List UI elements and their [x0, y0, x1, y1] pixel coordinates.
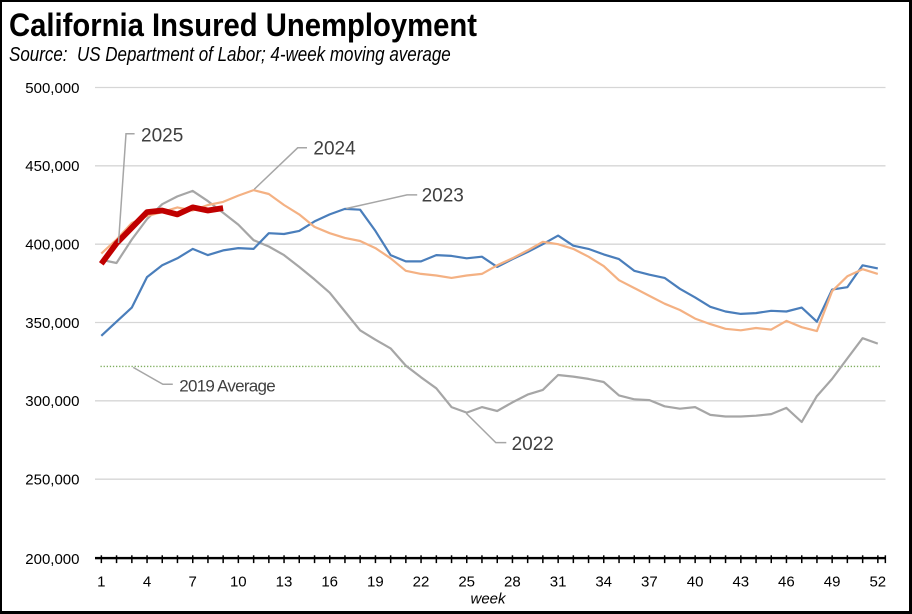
svg-text:46: 46 [778, 573, 795, 590]
svg-text:34: 34 [595, 573, 612, 590]
svg-text:49: 49 [824, 573, 841, 590]
svg-text:200,000: 200,000 [25, 551, 79, 568]
svg-text:40: 40 [687, 573, 704, 590]
svg-text:1: 1 [97, 573, 105, 590]
svg-text:2025: 2025 [141, 125, 183, 146]
svg-text:400,000: 400,000 [25, 237, 79, 254]
svg-text:19: 19 [367, 573, 384, 590]
svg-text:500,000: 500,000 [25, 80, 79, 97]
svg-text:13: 13 [276, 573, 293, 590]
svg-text:31: 31 [550, 573, 567, 590]
svg-text:250,000: 250,000 [25, 472, 79, 489]
svg-text:28: 28 [504, 573, 521, 590]
svg-text:2022: 2022 [512, 434, 554, 455]
svg-text:52: 52 [869, 573, 886, 590]
svg-text:7: 7 [189, 573, 197, 590]
svg-text:350,000: 350,000 [25, 315, 79, 332]
svg-text:10: 10 [230, 573, 247, 590]
svg-text:300,000: 300,000 [25, 393, 79, 410]
svg-text:week: week [470, 591, 507, 608]
svg-text:2024: 2024 [313, 138, 356, 159]
svg-text:16: 16 [321, 573, 338, 590]
svg-text:37: 37 [641, 573, 658, 590]
svg-text:2023: 2023 [422, 186, 464, 207]
svg-text:450,000: 450,000 [25, 158, 79, 175]
svg-text:22: 22 [413, 573, 430, 590]
svg-text:43: 43 [732, 573, 749, 590]
svg-text:2019 Average: 2019 Average [179, 377, 275, 396]
svg-text:25: 25 [458, 573, 475, 590]
svg-text:4: 4 [143, 573, 151, 590]
